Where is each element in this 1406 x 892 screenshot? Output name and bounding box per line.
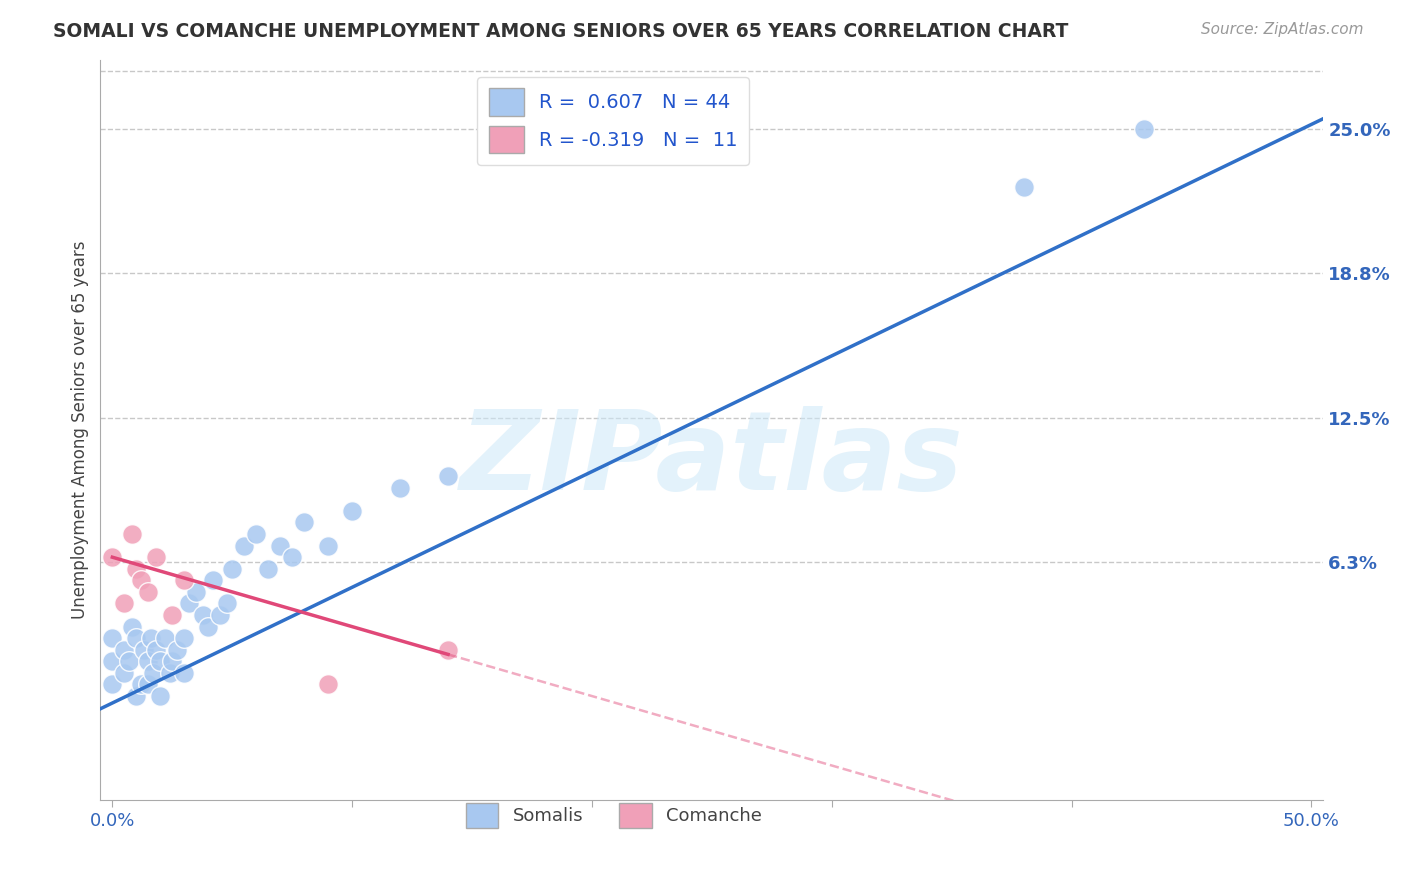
Point — [316, 677, 339, 691]
Y-axis label: Unemployment Among Seniors over 65 years: Unemployment Among Seniors over 65 years — [72, 241, 89, 619]
Point — [1012, 180, 1035, 194]
Point — [173, 665, 195, 680]
Point — [389, 481, 412, 495]
Point — [245, 527, 267, 541]
Point — [153, 631, 176, 645]
Point — [145, 550, 167, 565]
Point — [197, 620, 219, 634]
Point — [112, 597, 135, 611]
Point — [193, 608, 215, 623]
Point — [162, 608, 184, 623]
Point — [269, 539, 291, 553]
Point — [101, 654, 124, 668]
Point — [139, 631, 162, 645]
Point — [145, 642, 167, 657]
Point — [125, 631, 148, 645]
Point — [125, 562, 148, 576]
Point — [173, 631, 195, 645]
Point — [437, 469, 460, 483]
Point — [202, 574, 225, 588]
Point — [136, 585, 159, 599]
Point — [129, 677, 152, 691]
Point — [121, 620, 143, 634]
Point — [217, 597, 239, 611]
Point — [316, 539, 339, 553]
Point — [142, 665, 165, 680]
Point — [173, 574, 195, 588]
Text: Source: ZipAtlas.com: Source: ZipAtlas.com — [1201, 22, 1364, 37]
Point — [112, 665, 135, 680]
Point — [209, 608, 232, 623]
Point — [159, 665, 181, 680]
Point — [149, 654, 172, 668]
Point — [281, 550, 304, 565]
Point — [129, 574, 152, 588]
Point — [118, 654, 141, 668]
Point — [101, 550, 124, 565]
Point — [186, 585, 208, 599]
Point — [340, 504, 363, 518]
Text: SOMALI VS COMANCHE UNEMPLOYMENT AMONG SENIORS OVER 65 YEARS CORRELATION CHART: SOMALI VS COMANCHE UNEMPLOYMENT AMONG SE… — [53, 22, 1069, 41]
Point — [101, 677, 124, 691]
Point — [132, 642, 155, 657]
Text: ZIPatlas: ZIPatlas — [460, 406, 963, 513]
Point — [136, 654, 159, 668]
Point — [112, 642, 135, 657]
Point — [257, 562, 280, 576]
Point — [292, 516, 315, 530]
Point — [1132, 122, 1154, 136]
Point — [101, 631, 124, 645]
Point — [221, 562, 243, 576]
Point — [177, 597, 200, 611]
Point — [149, 689, 172, 703]
Point — [233, 539, 256, 553]
Point — [121, 527, 143, 541]
Legend: Somalis, Comanche: Somalis, Comanche — [458, 796, 769, 836]
Point — [166, 642, 188, 657]
Point — [162, 654, 184, 668]
Point — [437, 642, 460, 657]
Point — [136, 677, 159, 691]
Point — [125, 689, 148, 703]
